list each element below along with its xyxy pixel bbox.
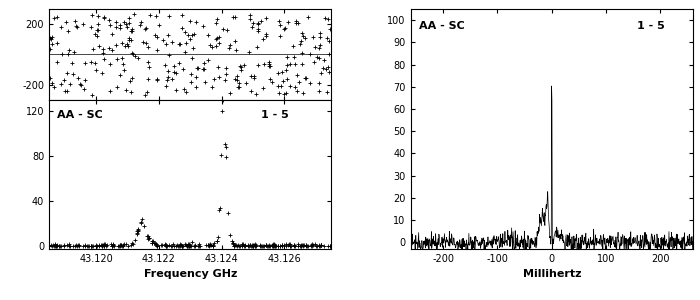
Text: AA - SC: AA - SC	[419, 21, 465, 31]
X-axis label: Frequency GHz: Frequency GHz	[144, 269, 237, 279]
Text: 1 - 5: 1 - 5	[636, 21, 664, 31]
Text: 1 - 5: 1 - 5	[261, 110, 288, 120]
X-axis label: Millihertz: Millihertz	[522, 269, 581, 279]
Text: AA - SC: AA - SC	[57, 110, 103, 120]
